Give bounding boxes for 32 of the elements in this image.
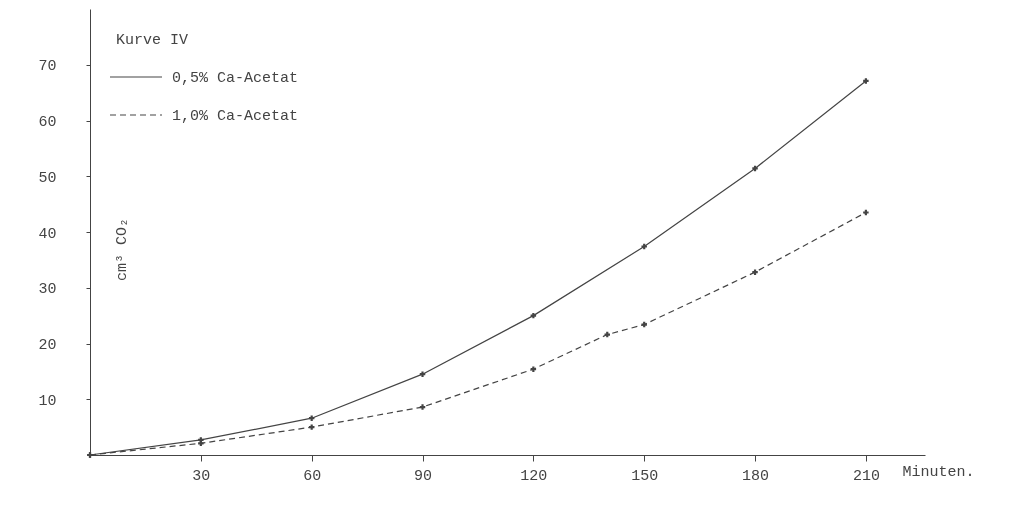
- point: [308, 424, 315, 430]
- point: [530, 366, 537, 372]
- y-tick-label: 20: [38, 337, 57, 354]
- y-tick-label: 70: [38, 58, 57, 76]
- point: [863, 78, 869, 84]
- point: [419, 404, 426, 410]
- point: [604, 331, 610, 338]
- y-tick-label: 40: [38, 225, 57, 243]
- legend-label: 1,0% Ca-Acetat: [172, 108, 299, 125]
- point: [641, 243, 647, 250]
- legend-title: Kurve IV: [116, 32, 189, 49]
- y-tick-label: 50: [38, 169, 57, 187]
- x-tick-label: 60: [303, 467, 322, 485]
- y-tick-label: 10: [38, 392, 57, 410]
- x-tick-label: 210: [852, 467, 880, 485]
- x-tick-label: 120: [520, 467, 548, 485]
- y-axis-title: cm³ CO₂: [113, 217, 131, 282]
- point: [752, 165, 758, 172]
- x-tick-label: 30: [192, 467, 211, 485]
- x-axis-title: Minuten.: [902, 463, 975, 481]
- x-tick-label: 180: [742, 467, 770, 485]
- point: [198, 440, 204, 447]
- point: [419, 371, 426, 377]
- legend-label: 0,5% Ca-Acetat: [172, 70, 299, 87]
- x-tick-label: 90: [414, 467, 433, 485]
- y-tick-label: 30: [38, 281, 57, 299]
- point: [863, 209, 869, 216]
- y-tick-label: 60: [38, 114, 57, 131]
- point: [308, 415, 315, 421]
- point: [641, 321, 647, 328]
- x-tick-label: 150: [631, 467, 659, 485]
- point: [752, 269, 758, 275]
